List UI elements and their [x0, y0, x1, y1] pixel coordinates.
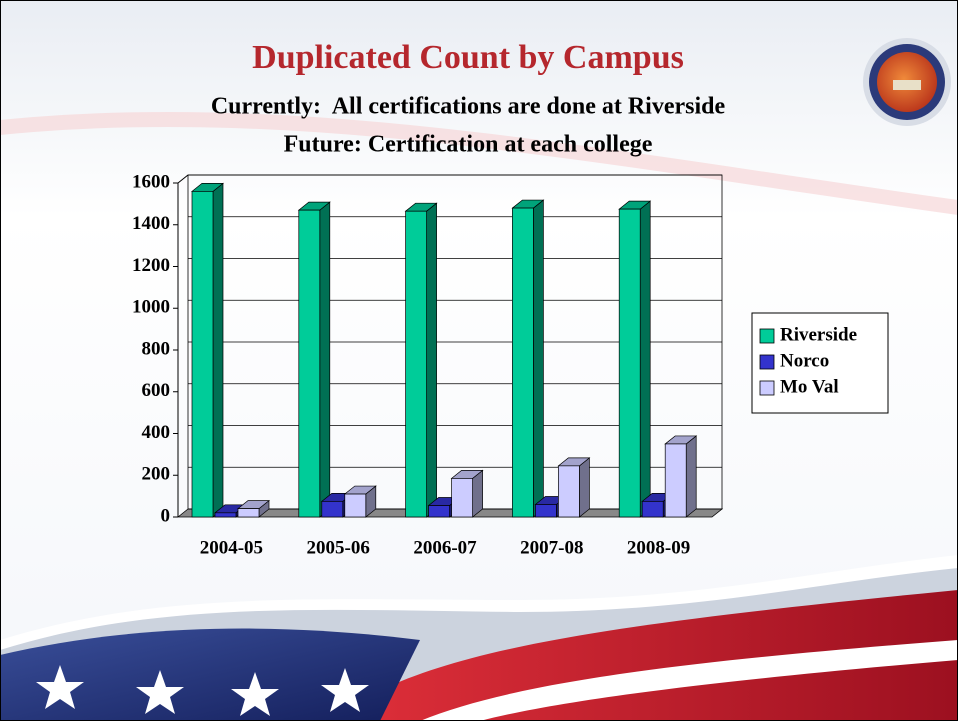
- y-tick-label: 1400: [132, 213, 170, 234]
- x-tick-label: 2007-08: [520, 537, 583, 558]
- bar: [512, 208, 533, 517]
- y-tick-label: 0: [161, 505, 171, 526]
- y-tick-label: 800: [142, 338, 171, 359]
- bar-side: [533, 200, 543, 517]
- logo: [863, 38, 951, 126]
- y-tick-label: 1000: [132, 297, 170, 318]
- bar: [406, 211, 427, 517]
- y-tick-label: 1600: [132, 171, 170, 192]
- bar: [322, 501, 343, 517]
- bar: [192, 191, 213, 517]
- x-tick-label: 2006-07: [413, 537, 477, 558]
- legend-label: Norco: [780, 350, 829, 371]
- x-tick-label: 2004-05: [200, 537, 263, 558]
- bar: [642, 501, 663, 517]
- legend-swatch: [760, 355, 774, 369]
- bar: [452, 478, 473, 517]
- slide: Duplicated Count by Campus Currently: Al…: [0, 0, 958, 721]
- legend-label: Riverside: [780, 324, 857, 345]
- bar: [345, 494, 366, 517]
- subtitle: Currently: All certifications are done a…: [211, 94, 726, 120]
- bar-side: [320, 202, 330, 517]
- subtitle: Future: Certification at each college: [284, 132, 653, 158]
- bar-side: [213, 183, 223, 517]
- bar: [619, 209, 640, 517]
- bar: [429, 506, 450, 517]
- y-tick-label: 400: [142, 422, 171, 443]
- bar: [665, 444, 686, 517]
- bar: [558, 466, 579, 517]
- bar: [299, 210, 320, 517]
- chart-title: Duplicated Count by Campus: [252, 39, 684, 76]
- x-tick-label: 2008-09: [627, 537, 690, 558]
- legend-label: Mo Val: [780, 376, 839, 397]
- page: {"chart_data": { "type": "bar", "title":…: [0, 0, 958, 721]
- bar-side: [686, 436, 696, 517]
- bar-side: [427, 203, 437, 517]
- bar-side: [640, 201, 650, 517]
- bar-side: [579, 458, 589, 517]
- bar: [238, 509, 259, 517]
- y-tick-label: 600: [142, 380, 171, 401]
- legend-swatch: [760, 329, 774, 343]
- y-tick-label: 200: [142, 464, 171, 485]
- legend-swatch: [760, 381, 774, 395]
- bar: [535, 504, 556, 517]
- x-tick-label: 2005-06: [307, 537, 370, 558]
- y-tick-label: 1200: [132, 255, 170, 276]
- bar: [215, 513, 236, 517]
